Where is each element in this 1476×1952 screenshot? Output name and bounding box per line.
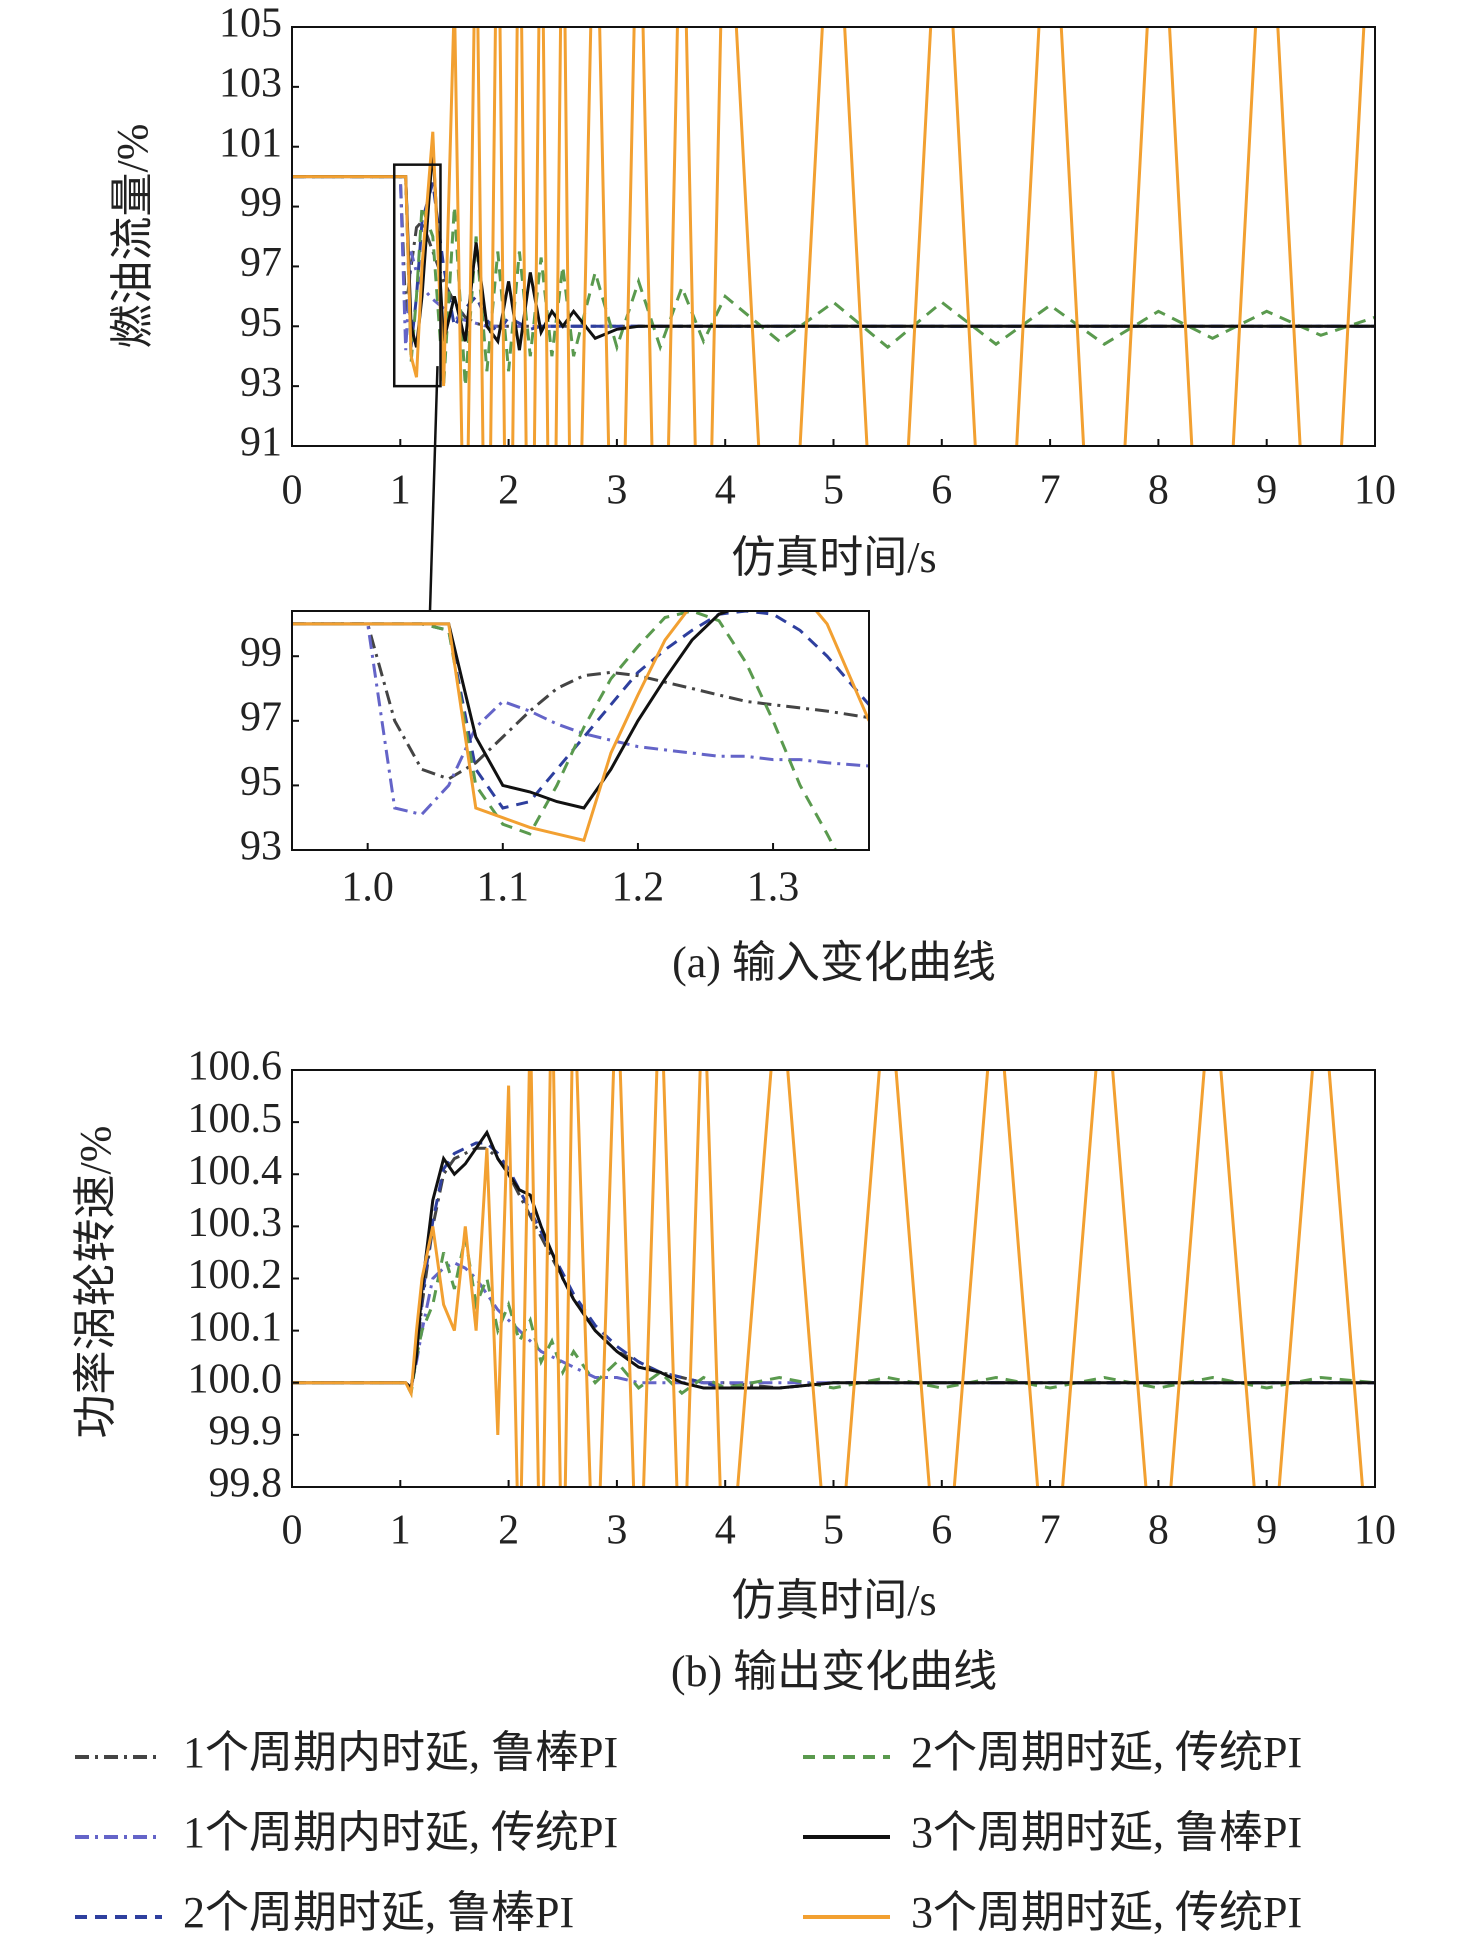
x-tick-label: 8	[1148, 1508, 1169, 1554]
y-tick-label: 99.9	[209, 1409, 283, 1455]
y-tick-label: 100.6	[188, 1044, 283, 1090]
x-tick-label: 5	[823, 468, 844, 514]
y-tick-label: 97	[240, 240, 282, 286]
plot-frame	[291, 610, 870, 851]
y-tick-label: 100.0	[188, 1356, 283, 1402]
legend-label: 3个周期时延, 鲁棒PI	[911, 1808, 1302, 1857]
x-tick-label: 3	[606, 1508, 627, 1554]
y-tick-label: 97	[240, 694, 282, 740]
x-tick-label: 1	[390, 468, 411, 514]
plot-frame	[291, 1069, 1376, 1488]
x-tick-label: 9	[1256, 1508, 1277, 1554]
y-tick-label: 95	[240, 759, 282, 805]
series-line	[292, 1141, 1375, 1392]
plot-area	[292, 611, 869, 850]
x-tick-label: 1	[390, 1508, 411, 1554]
x-tick-label: 6	[931, 1508, 952, 1554]
series-line	[292, 611, 838, 850]
y-tick-label: 95	[240, 300, 282, 346]
x-tick-label: 4	[715, 468, 736, 514]
legend-label: 3个周期时延, 传统PI	[911, 1888, 1302, 1937]
zoom-connector	[428, 366, 439, 612]
y-tick-label: 101	[219, 120, 282, 166]
series-line	[292, 1236, 1375, 1399]
plot-area	[292, 27, 1375, 446]
series-line	[292, 1129, 1375, 1392]
x-tick-label: 4	[715, 1508, 736, 1554]
zoom-box	[392, 163, 442, 388]
y-tick-label: 93	[240, 824, 282, 870]
x-tick-label: 10	[1354, 1508, 1396, 1554]
series-line	[292, 27, 1366, 446]
y-tick-label: 93	[240, 360, 282, 406]
x-tick-label: 7	[1040, 468, 1061, 514]
y-tick-label: 100.4	[188, 1148, 283, 1194]
series-line	[292, 1146, 1375, 1392]
x-tick-label: 9	[1256, 468, 1277, 514]
x-tick-label: 1.1	[477, 865, 530, 911]
series-line	[292, 175, 1375, 387]
y-tick-label: 99	[240, 630, 282, 676]
series-line	[292, 1070, 1364, 1487]
y-tick-label: 100.5	[188, 1096, 283, 1142]
y-tick-label: 105	[219, 1, 282, 47]
y-tick-label: 100.3	[188, 1200, 283, 1246]
x-tick-label: 3	[606, 468, 627, 514]
series-line	[292, 175, 1375, 348]
series-line	[292, 175, 1375, 328]
x-tick-label: 0	[282, 468, 303, 514]
x-tick-label: 8	[1148, 468, 1169, 514]
x-tick-label: 7	[1040, 1508, 1061, 1554]
x-axis-label: 仿真时间/s	[731, 1576, 936, 1625]
legend-label: 2个周期时延, 传统PI	[911, 1728, 1302, 1777]
y-tick-label: 99.8	[209, 1461, 283, 1507]
legend-label: 1个周期内时延, 鲁棒PI	[183, 1728, 618, 1777]
y-tick-label: 99	[240, 180, 282, 226]
x-tick-label: 1.0	[341, 865, 394, 911]
y-tick-label: 91	[240, 420, 282, 466]
series-line	[292, 622, 869, 817]
series-line	[292, 611, 869, 843]
series-line	[292, 175, 1375, 351]
x-tick-label: 2	[498, 1508, 519, 1554]
y-tick-label: 100.2	[188, 1252, 283, 1298]
y-tick-label: 103	[219, 60, 282, 106]
x-axis-label: 仿真时间/s	[731, 533, 936, 582]
y-axis-label: 功率涡轮转速/%	[71, 1126, 120, 1439]
x-tick-label: 1.2	[612, 865, 665, 911]
x-tick-label: 2	[498, 468, 519, 514]
legend-label: 2个周期时延, 鲁棒PI	[183, 1888, 574, 1937]
x-tick-label: 5	[823, 1508, 844, 1554]
y-tick-label: 100.1	[188, 1304, 283, 1350]
x-tick-label: 1.3	[747, 865, 800, 911]
plot-area	[292, 1070, 1375, 1487]
series-line	[292, 622, 869, 781]
legend-label: 1个周期内时延, 传统PI	[183, 1808, 618, 1857]
caption: (a) 输入变化曲线	[672, 938, 996, 987]
y-axis-label: 燃油流量/%	[108, 124, 157, 349]
x-tick-label: 0	[282, 1508, 303, 1554]
caption: (b) 输出变化曲线	[671, 1647, 997, 1696]
x-tick-label: 6	[931, 468, 952, 514]
x-tick-label: 10	[1354, 468, 1396, 514]
series-line	[292, 611, 869, 810]
